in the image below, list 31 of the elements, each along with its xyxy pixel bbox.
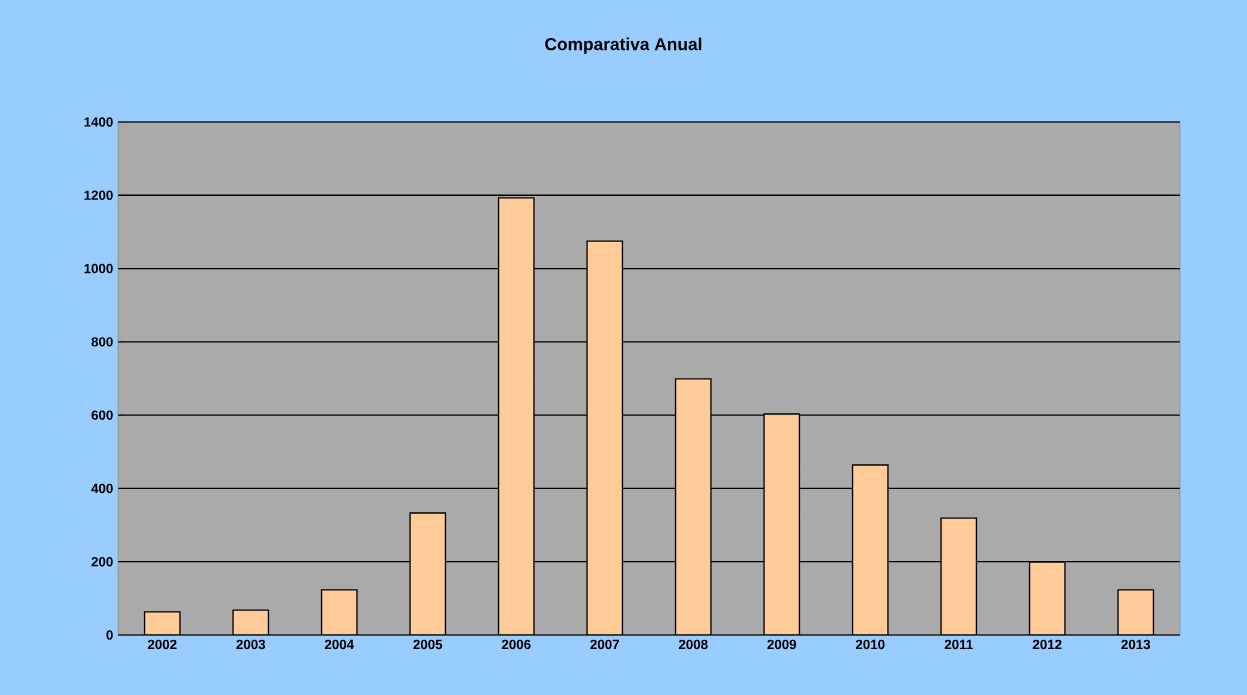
x-tick-label: 2005 <box>413 639 443 650</box>
x-tick-label: 2009 <box>767 639 797 650</box>
x-tick-label: 2012 <box>1032 639 1062 650</box>
x-tick-label: 2004 <box>324 639 354 650</box>
y-tick-label: 800 <box>91 337 113 347</box>
x-tick-label: 2013 <box>1121 639 1151 650</box>
x-tick-label: 2003 <box>236 639 266 650</box>
bar <box>851 464 889 635</box>
bar <box>940 517 978 635</box>
bar <box>586 240 624 635</box>
bar <box>320 589 358 635</box>
bar <box>409 512 447 635</box>
bar <box>497 197 535 635</box>
y-tick-label: 400 <box>91 483 113 494</box>
y-tick-label: 0 <box>106 630 113 640</box>
x-tick-label: 2008 <box>678 639 708 650</box>
bar <box>674 378 712 635</box>
x-tick-label: 2002 <box>147 639 177 650</box>
bar <box>1117 589 1155 635</box>
x-tick-label: 2010 <box>855 639 885 650</box>
bar <box>763 413 801 635</box>
x-tick-label: 2011 <box>944 639 973 650</box>
chart-title: Comparativa Anual <box>545 37 702 54</box>
y-tick-label: 200 <box>91 556 113 567</box>
y-tick-label: 600 <box>91 410 113 420</box>
bar <box>1028 561 1066 635</box>
x-tick-label: 2006 <box>501 639 531 650</box>
y-tick-label: 1200 <box>84 190 113 200</box>
x-tick-label: 2007 <box>590 639 619 650</box>
y-tick-label: 1400 <box>84 117 113 127</box>
y-tick-label: 1000 <box>84 263 113 274</box>
